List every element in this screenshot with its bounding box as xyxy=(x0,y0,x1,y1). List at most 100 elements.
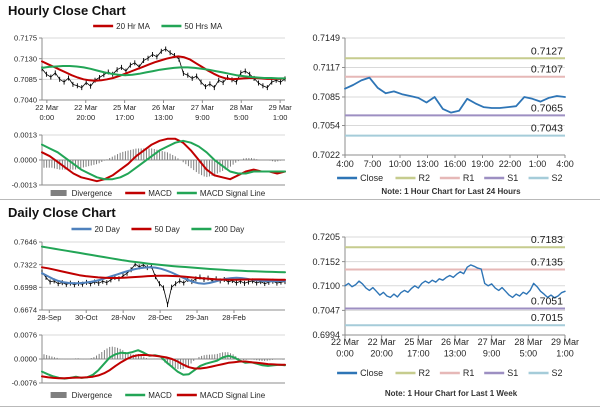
svg-text:4:00: 4:00 xyxy=(556,159,574,169)
hourly-section-title: Hourly Close Chart xyxy=(8,3,126,18)
svg-text:1:00: 1:00 xyxy=(556,349,574,359)
svg-text:27 Mar: 27 Mar xyxy=(191,103,215,112)
svg-text:25 Mar: 25 Mar xyxy=(113,103,137,112)
svg-text:Divergence: Divergence xyxy=(72,189,113,198)
svg-text:MACD Signal Line: MACD Signal Line xyxy=(200,391,266,400)
svg-text:20 Day: 20 Day xyxy=(94,225,119,234)
svg-text:S2: S2 xyxy=(552,173,563,183)
svg-text:28-Dec: 28-Dec xyxy=(148,313,172,322)
svg-text:28 Mar: 28 Mar xyxy=(230,103,254,112)
svg-text:S2: S2 xyxy=(552,368,563,378)
svg-text:0.7127: 0.7127 xyxy=(531,45,563,57)
svg-text:200 Day: 200 Day xyxy=(214,225,244,234)
svg-text:R1: R1 xyxy=(463,368,475,378)
svg-text:0.7183: 0.7183 xyxy=(531,234,563,246)
svg-text:30-Oct: 30-Oct xyxy=(75,313,98,322)
svg-text:10:00: 10:00 xyxy=(389,159,412,169)
svg-text:0.7107: 0.7107 xyxy=(531,64,563,76)
svg-text:20:00: 20:00 xyxy=(76,113,95,122)
svg-text:0.6674: 0.6674 xyxy=(14,306,37,315)
svg-text:Divergence: Divergence xyxy=(72,391,113,400)
svg-text:0.7152: 0.7152 xyxy=(312,257,340,267)
daily-price-chart: 0.7646 0.7322 0.6998 0.6674 28-Sep 30-Oct 28-N… xyxy=(0,220,300,332)
svg-text:0.6998: 0.6998 xyxy=(14,283,37,292)
svg-text:5:00: 5:00 xyxy=(234,113,249,122)
svg-text:0.7135: 0.7135 xyxy=(531,257,563,269)
svg-text:26 Mar: 26 Mar xyxy=(441,337,469,347)
svg-text:28-Nov: 28-Nov xyxy=(111,313,135,322)
svg-text:0.7130: 0.7130 xyxy=(14,54,37,63)
svg-text:29-Jan: 29-Jan xyxy=(186,313,209,322)
svg-text:28 Mar: 28 Mar xyxy=(514,337,542,347)
svg-text:13:00: 13:00 xyxy=(444,349,467,359)
svg-text:0.7646: 0.7646 xyxy=(14,238,37,247)
svg-text:0.7015: 0.7015 xyxy=(531,312,563,324)
svg-text:50 Day: 50 Day xyxy=(154,225,179,234)
svg-text:-0.0013: -0.0013 xyxy=(12,181,37,190)
svg-text:R2: R2 xyxy=(418,368,430,378)
svg-text:MACD: MACD xyxy=(148,189,172,198)
svg-text:Close: Close xyxy=(360,368,383,378)
daily-sr-note: Note: 1 Hour Chart for Last 1 Week xyxy=(384,389,518,398)
svg-text:9:00: 9:00 xyxy=(483,349,501,359)
svg-text:0.0076: 0.0076 xyxy=(14,332,37,340)
svg-text:16:00: 16:00 xyxy=(444,159,467,169)
svg-text:22:00: 22:00 xyxy=(499,159,522,169)
svg-text:20 Hr MA: 20 Hr MA xyxy=(116,22,150,31)
svg-text:0.7117: 0.7117 xyxy=(313,63,340,73)
svg-text:50 Hrs MA: 50 Hrs MA xyxy=(184,22,222,31)
hourly-sr-note: Note: 1 Hour Chart for Last 24 Hours xyxy=(381,187,521,196)
svg-text:0.7047: 0.7047 xyxy=(312,306,340,316)
svg-text:0.0000: 0.0000 xyxy=(14,156,37,165)
svg-text:17:00: 17:00 xyxy=(115,113,134,122)
svg-text:7:00: 7:00 xyxy=(364,159,382,169)
svg-text:0.6994: 0.6994 xyxy=(312,330,340,340)
svg-text:19:00: 19:00 xyxy=(471,159,494,169)
svg-text:13:00: 13:00 xyxy=(154,113,173,122)
svg-text:20:00: 20:00 xyxy=(370,349,393,359)
svg-text:0.7065: 0.7065 xyxy=(531,102,563,114)
svg-text:0.7043: 0.7043 xyxy=(531,123,563,135)
svg-text:0:00: 0:00 xyxy=(40,113,55,122)
svg-text:17:00: 17:00 xyxy=(407,349,430,359)
svg-text:MACD: MACD xyxy=(148,391,172,400)
section-divider xyxy=(0,199,600,200)
hourly-price-chart: 0.7175 0.7130 0.7085 0.7040 22 Mar 0:00 22 Mar… xyxy=(0,18,300,132)
svg-text:0.7205: 0.7205 xyxy=(312,232,340,242)
daily-support-resistance-chart: 0.7205 0.7152 0.7100 0.7047 0.6994 22 Mar 0:00… xyxy=(302,226,600,386)
svg-text:0.7322: 0.7322 xyxy=(14,260,37,269)
svg-text:0.7085: 0.7085 xyxy=(312,92,340,102)
svg-text:Close: Close xyxy=(360,173,383,183)
svg-text:22 Mar: 22 Mar xyxy=(368,337,396,347)
svg-text:0.7051: 0.7051 xyxy=(531,296,563,308)
hourly-support-resistance-chart: 0.7149 0.7117 0.7085 0.7054 0.7022 4:00 7:00 10… xyxy=(302,20,600,186)
svg-text:S1: S1 xyxy=(507,368,518,378)
svg-text:0.0000: 0.0000 xyxy=(14,355,37,364)
svg-text:29 Mar: 29 Mar xyxy=(268,103,292,112)
svg-text:0.7054: 0.7054 xyxy=(312,121,340,131)
svg-text:1:00: 1:00 xyxy=(273,113,288,122)
svg-text:0:00: 0:00 xyxy=(336,349,354,359)
svg-text:25 Mar: 25 Mar xyxy=(404,337,432,347)
hourly-macd-chart: 0.0013 0.0000 -0.0013 Divergence MACD MACD Si… xyxy=(0,132,300,198)
svg-text:22 Mar: 22 Mar xyxy=(331,337,359,347)
svg-text:5:00: 5:00 xyxy=(520,349,538,359)
svg-text:26 Mar: 26 Mar xyxy=(152,103,176,112)
svg-text:0.7149: 0.7149 xyxy=(312,33,340,43)
svg-text:S1: S1 xyxy=(507,173,518,183)
svg-text:R2: R2 xyxy=(418,173,430,183)
daily-macd-chart: 0.0076 0.0000 -0.0076 Divergence MACD MACD Si… xyxy=(0,332,300,406)
svg-text:29 Mar: 29 Mar xyxy=(551,337,579,347)
bottom-divider xyxy=(0,406,600,407)
svg-text:0.7175: 0.7175 xyxy=(14,34,37,43)
svg-text:28-Feb: 28-Feb xyxy=(222,313,246,322)
svg-text:27 Mar: 27 Mar xyxy=(478,337,506,347)
svg-text:0.7100: 0.7100 xyxy=(312,281,340,291)
svg-text:R1: R1 xyxy=(463,173,475,183)
svg-text:0.0013: 0.0013 xyxy=(14,132,37,140)
svg-text:4:00: 4:00 xyxy=(336,159,354,169)
svg-text:0.7040: 0.7040 xyxy=(14,96,37,105)
daily-section-title: Daily Close Chart xyxy=(8,205,116,220)
svg-text:22 Mar: 22 Mar xyxy=(35,103,59,112)
svg-text:0.7022: 0.7022 xyxy=(312,150,340,160)
